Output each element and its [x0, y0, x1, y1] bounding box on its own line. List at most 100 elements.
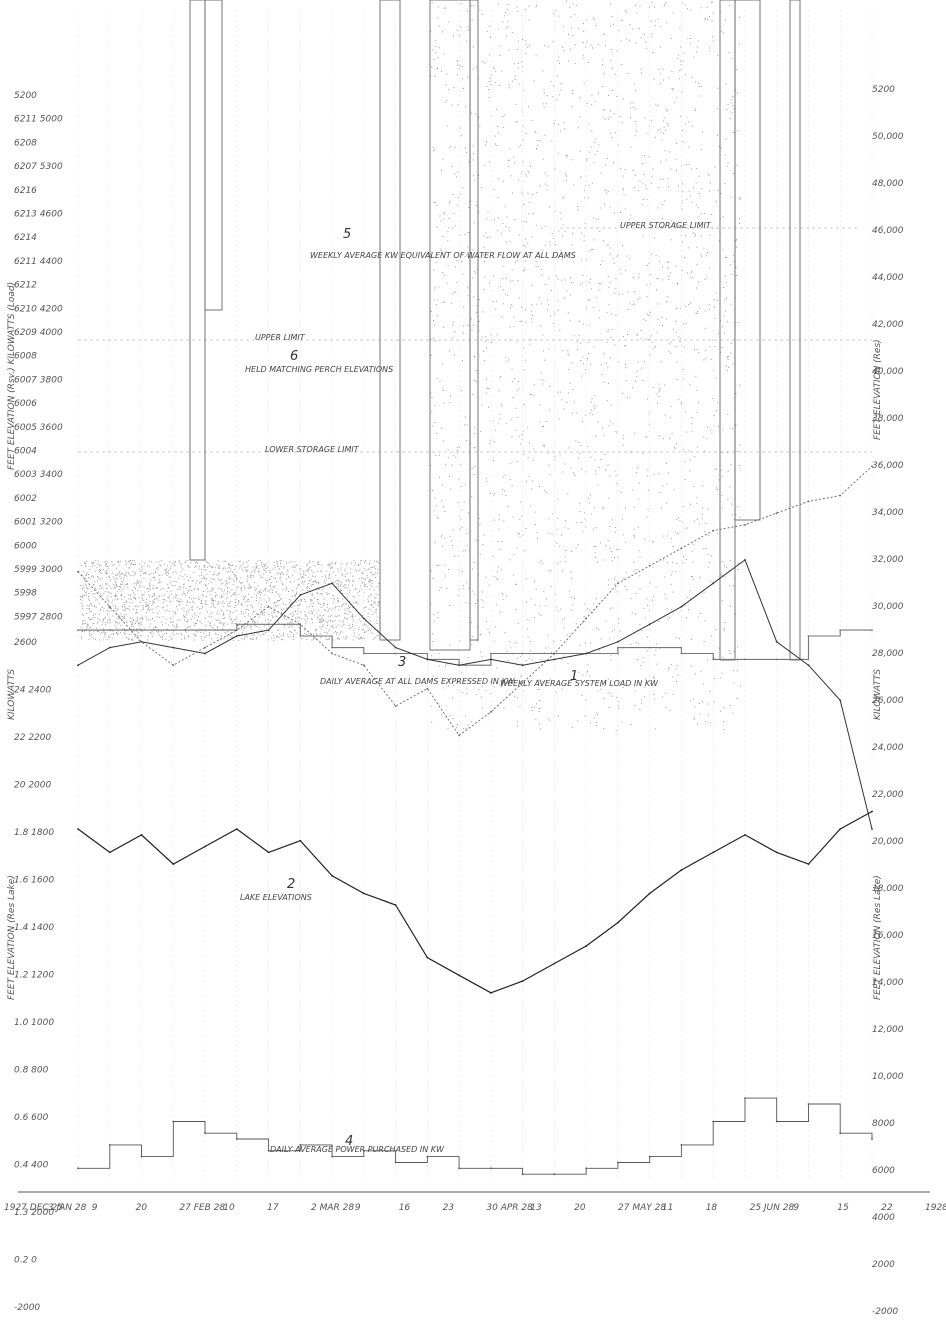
- x-tick-label: 15: [837, 1203, 849, 1213]
- x-tick-label: 18: [706, 1203, 718, 1213]
- right-tick-label: 42,000: [872, 320, 904, 330]
- left-tick-label: 6005 3600: [14, 423, 63, 433]
- left-tick-label: 6211 5000: [14, 115, 63, 125]
- data-point-s6: [839, 828, 842, 830]
- data-point-s6: [775, 851, 778, 854]
- x-tick-label: 20: [136, 1203, 148, 1213]
- data-point-s6: [77, 828, 79, 830]
- x-tick-label: 3 JAN 28: [48, 1203, 87, 1213]
- data-point-s6: [807, 863, 810, 865]
- right-tick-label: 40,000: [872, 367, 904, 377]
- data-point-s3: [108, 646, 111, 649]
- stipple-shading: [80, 0, 741, 731]
- data-point-s6: [458, 974, 460, 977]
- data-point-s6: [648, 892, 651, 895]
- right-axis: 5200 50,000 48,000 46,000 44,000 42,000 40,000…: [872, 85, 904, 1317]
- data-point-s4: [426, 1155, 429, 1158]
- grid: [77, 10, 873, 1180]
- data-point-s2: [394, 705, 397, 707]
- left-tick-label: 0.4 400: [14, 1161, 49, 1171]
- data-point-s6: [204, 845, 206, 848]
- data-point-s2: [204, 646, 206, 649]
- right-tick-label: 30,000: [872, 602, 904, 612]
- left-axis-label-bottom: FEET ELEVATION (Res Lake): [7, 875, 17, 1000]
- data-point-s6: [140, 834, 143, 836]
- data-point-s6: [108, 851, 111, 854]
- data-point-s4: [458, 1167, 460, 1170]
- series-2-annotation: LAKE ELEVATIONS: [240, 893, 312, 902]
- x-tick-label: 9: [355, 1203, 361, 1213]
- series-line-s2: [77, 465, 873, 737]
- left-tick-label: 6000: [14, 541, 37, 551]
- lower-limit-label: LOWER STORAGE LIMIT: [265, 445, 360, 454]
- x-tick-label: 1927 DEC 25: [4, 1203, 63, 1213]
- right-tick-label: 8000: [872, 1119, 895, 1129]
- left-tick-label: 1.0 1000: [14, 1018, 54, 1028]
- left-tick-label: 6001 3200: [14, 518, 63, 528]
- x-tick-label: 13: [530, 1203, 542, 1213]
- data-point-s1: [331, 646, 333, 649]
- left-tick-label: 6207 5300: [14, 162, 63, 172]
- right-tick-label: 50,000: [872, 132, 904, 142]
- left-tick-label: 6209 4000: [14, 328, 63, 338]
- data-point-s6: [553, 962, 556, 965]
- right-tick-label: 22,000: [872, 790, 904, 800]
- left-tick-label: 0.2 0: [14, 1256, 37, 1266]
- data-point-s3: [553, 658, 556, 661]
- data-point-s4: [617, 1161, 619, 1164]
- data-point-s2: [775, 512, 778, 514]
- data-point-s2: [744, 523, 746, 526]
- x-tick-label: 20: [574, 1203, 586, 1213]
- data-point-s1: [871, 629, 873, 631]
- series-5-number: 5: [343, 227, 351, 242]
- data-point-s1: [775, 658, 778, 661]
- data-point-s1: [680, 652, 683, 655]
- x-tick-label: 16: [399, 1203, 411, 1213]
- series-4-annotation: DAILY AVERAGE POWER PURCHASED IN KW: [270, 1145, 445, 1154]
- x-tick-label: 2 MAR 28: [311, 1203, 354, 1213]
- data-point-s1: [839, 629, 842, 631]
- left-tick-label: 6004: [14, 447, 37, 457]
- data-point-s6: [521, 980, 524, 982]
- series-line-s4: [78, 1097, 873, 1175]
- data-point-s3: [331, 582, 333, 585]
- right-tick-label: 46,000: [872, 226, 904, 236]
- data-point-s4: [235, 1138, 238, 1140]
- right-tick-label: 18,000: [872, 884, 904, 894]
- left-tick-label: 2600: [14, 638, 37, 648]
- data-point-s2: [172, 664, 175, 667]
- data-point-s1: [140, 629, 143, 631]
- series-1-annotation: WEEKLY AVERAGE SYSTEM LOAD IN KW: [500, 679, 659, 688]
- data-point-s2: [362, 664, 365, 667]
- right-tick-label: 34,000: [872, 508, 904, 518]
- series-lines: [77, 465, 873, 1176]
- data-point-s2: [871, 465, 873, 468]
- data-point-s1: [77, 629, 79, 631]
- right-axis-label-mid: KILOWATTS: [873, 669, 883, 720]
- left-tick-label: 5998: [14, 589, 37, 599]
- data-point-s3: [490, 658, 492, 661]
- data-point-s6: [394, 904, 397, 906]
- data-point-s1: [648, 646, 651, 649]
- left-tick-label: 1.3 2000: [14, 1208, 54, 1218]
- data-point-s2: [458, 734, 460, 737]
- left-tick-label: 6208: [14, 138, 37, 148]
- series-3-annotation: DAILY AVERAGE AT ALL DAMS EXPRESSED IN K…: [320, 677, 516, 686]
- series-2-number: 2: [287, 877, 295, 892]
- left-tick-label: 1.2 1200: [14, 971, 54, 981]
- right-tick-label: 36,000: [872, 461, 904, 471]
- data-point-s3: [617, 640, 619, 643]
- data-point-s2: [331, 652, 333, 655]
- data-point-s3: [235, 635, 238, 637]
- x-tick-label: 11: [662, 1203, 673, 1213]
- x-tick-label: 1928: [925, 1203, 946, 1213]
- data-point-s6: [585, 945, 588, 947]
- data-point-s3: [458, 664, 460, 667]
- data-point-s1: [299, 635, 302, 637]
- data-point-s6: [712, 851, 715, 854]
- left-tick-label: 6212: [14, 281, 37, 291]
- data-point-s2: [77, 570, 79, 573]
- left-tick-label: 20 2000: [14, 781, 51, 791]
- data-point-s3: [362, 617, 365, 620]
- data-point-s4: [331, 1155, 333, 1158]
